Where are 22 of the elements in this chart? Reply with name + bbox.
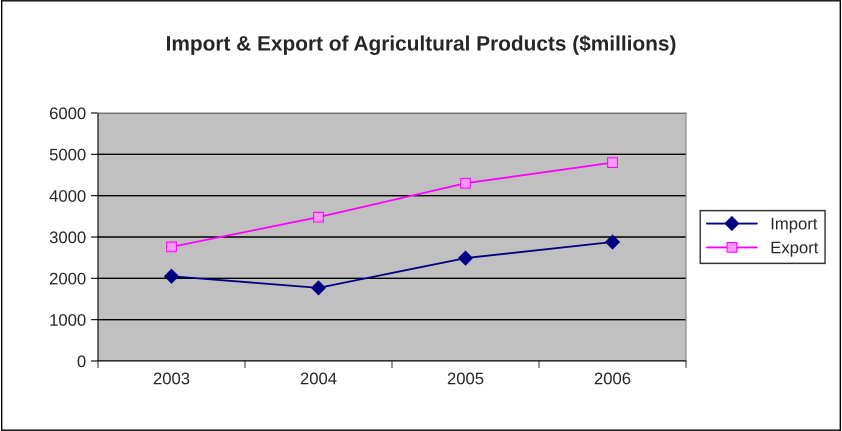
chart-title: Import & Export of Agricultural Products ($millions) — [166, 35, 676, 55]
point — [313, 212, 324, 223]
y-tick-label: 1000 — [50, 314, 86, 326]
point — [311, 280, 326, 296]
y-tick-label: 6000 — [50, 107, 86, 120]
point — [460, 178, 471, 189]
point — [166, 242, 177, 252]
x-tick-label: 2006 — [594, 372, 630, 384]
y-tick-label: 5000 — [50, 148, 86, 161]
x-tick-label: 2005 — [448, 372, 484, 384]
legend-label: Export — [772, 242, 818, 257]
point — [458, 250, 473, 266]
x-tick-label: 2003 — [154, 372, 190, 384]
point — [605, 234, 620, 250]
x-tick-label: 2004 — [300, 372, 337, 384]
y-tick-label: 2000 — [50, 272, 86, 285]
y-tick-label: 0 — [78, 355, 86, 368]
point — [164, 268, 179, 284]
point — [607, 157, 618, 168]
y-tick-label: 3000 — [50, 231, 86, 244]
y-tick-label: 4000 — [50, 190, 86, 202]
legend-label: Import — [772, 218, 818, 233]
